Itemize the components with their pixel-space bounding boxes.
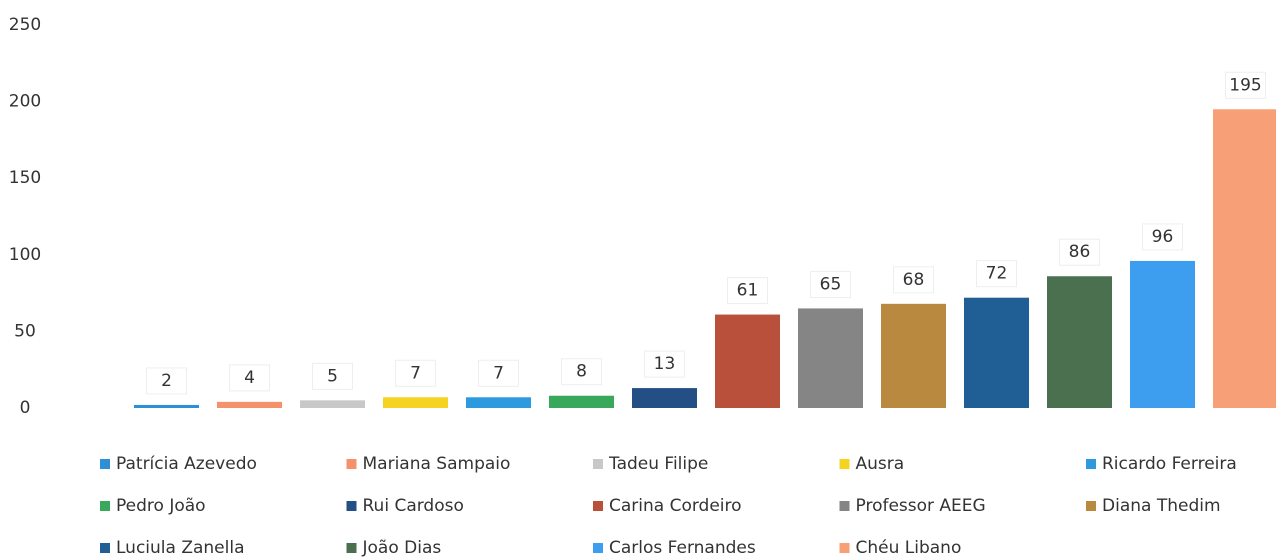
legend-label: Professor AEEG	[856, 496, 986, 516]
legend-swatch	[593, 543, 603, 553]
data-label-box	[561, 358, 602, 386]
data-label-box	[1225, 71, 1266, 99]
data-label: 7	[493, 363, 504, 383]
y-tick-label: 100	[9, 245, 41, 265]
data-label: 96	[1152, 227, 1174, 247]
legend-swatch	[346, 459, 357, 469]
legend-swatch	[593, 501, 603, 511]
data-label: 195	[1229, 75, 1261, 95]
data-label: 65	[820, 274, 842, 294]
data-label-box	[1142, 223, 1183, 251]
bar	[1213, 109, 1276, 408]
bar	[715, 314, 780, 408]
y-tick-label: 50	[14, 321, 36, 341]
data-label-box	[312, 362, 353, 390]
legend-label: Diana Thedim	[1102, 496, 1221, 516]
data-label-box	[644, 350, 685, 378]
bar	[1047, 276, 1112, 408]
data-label-box	[893, 266, 934, 294]
data-label: 2	[161, 371, 172, 391]
data-label: 68	[903, 270, 925, 290]
y-tick-label: 150	[9, 168, 41, 188]
y-tick-label: 0	[20, 398, 31, 418]
bar	[964, 297, 1029, 408]
bar	[383, 397, 448, 408]
legend-swatch	[839, 459, 850, 469]
data-label: 72	[986, 264, 1008, 284]
legend-label: Ausra	[856, 454, 905, 474]
data-label-box	[810, 270, 851, 298]
data-label-box	[1059, 238, 1100, 266]
legend-label: Carlos Fernandes	[609, 538, 756, 558]
data-label: 7	[410, 363, 421, 383]
data-label: 13	[654, 354, 676, 374]
legend-label: Luciula Zanella	[116, 538, 245, 558]
data-label-box	[229, 364, 270, 392]
y-tick-label: 200	[9, 92, 41, 112]
data-label: 8	[576, 362, 587, 382]
legend-label: Tadeu Filipe	[608, 454, 708, 474]
legend-label: Pedro João	[116, 496, 206, 516]
bar	[134, 404, 199, 408]
legend-label: Rui Cardoso	[363, 496, 464, 516]
bar	[466, 397, 531, 408]
bar	[798, 308, 863, 408]
bar	[217, 401, 282, 408]
legend-swatch	[346, 543, 357, 553]
legend-swatch	[839, 543, 850, 553]
legend-swatch	[1086, 501, 1096, 511]
data-label-box	[727, 277, 768, 305]
legend-label: Mariana Sampaio	[363, 454, 511, 474]
data-label-box	[976, 260, 1017, 288]
bar	[1130, 260, 1195, 408]
data-label: 61	[737, 281, 759, 301]
legend-swatch	[346, 501, 357, 511]
data-label: 86	[1069, 242, 1091, 262]
bar	[632, 388, 697, 408]
legend-label: Ricardo Ferreira	[1102, 454, 1237, 474]
legend-label: Carina Cordeiro	[609, 496, 742, 516]
legend-swatch	[593, 459, 603, 469]
legend-swatch	[100, 501, 110, 511]
data-label-box	[395, 359, 436, 387]
data-label-box	[478, 359, 519, 387]
data-label: 4	[244, 368, 255, 388]
legend-swatch	[100, 459, 110, 469]
legend-swatch	[839, 501, 850, 511]
y-tick-label: 250	[9, 15, 41, 35]
legend-label: Patrícia Azevedo	[116, 454, 257, 474]
legend-swatch	[1086, 459, 1096, 469]
data-label-box	[146, 367, 187, 395]
bar	[881, 303, 946, 408]
legend-label: Chéu Libano	[856, 538, 962, 558]
bar	[300, 400, 365, 408]
bar	[549, 395, 614, 408]
legend-swatch	[100, 543, 110, 553]
data-label: 5	[327, 366, 338, 386]
legend-label: João Dias	[362, 538, 442, 558]
